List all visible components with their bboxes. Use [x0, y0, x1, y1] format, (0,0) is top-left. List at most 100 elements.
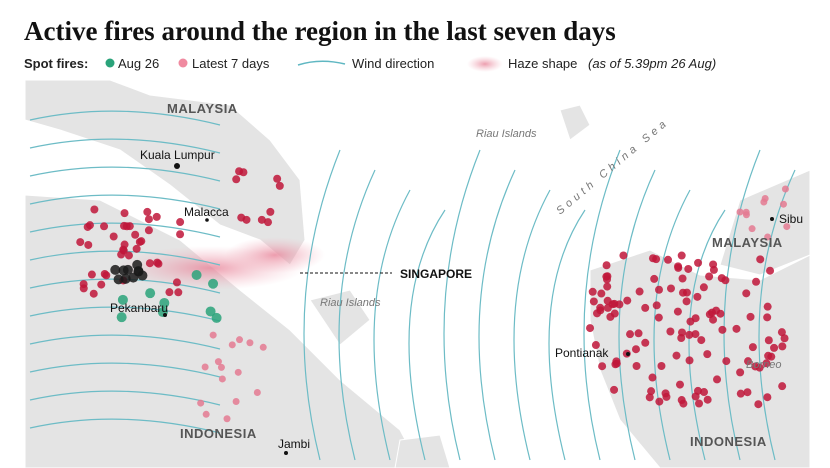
- fire-dot: [754, 400, 763, 409]
- fire-dot: [235, 167, 244, 176]
- fire-dot: [699, 283, 708, 292]
- fire-dot: [120, 240, 129, 249]
- haze: [225, 237, 325, 273]
- place-label: MALAYSIA: [712, 235, 783, 250]
- fire-dot: [693, 292, 702, 301]
- fire-dot: [686, 317, 695, 326]
- fire-dot: [763, 313, 772, 322]
- legend-item: Wind direction: [352, 56, 434, 71]
- fire-dot: [209, 331, 217, 339]
- fire-dot: [677, 251, 686, 260]
- fire-dot: [691, 392, 700, 401]
- wind-arrow: [513, 189, 551, 461]
- fire-dot: [118, 265, 129, 276]
- legend-item: Aug 26: [118, 56, 159, 71]
- wind-arrow: [688, 209, 726, 461]
- fire-dot: [709, 315, 718, 324]
- fire-dot: [648, 373, 657, 382]
- fire-dot: [217, 363, 225, 371]
- fire-dot: [752, 277, 761, 286]
- place-label: Riau Islands: [476, 128, 537, 140]
- fire-dot: [764, 351, 773, 360]
- fire-dot: [766, 266, 775, 275]
- fire-dot: [133, 266, 144, 277]
- place-label: Pekanbaru: [110, 301, 168, 315]
- fire-dot: [172, 278, 181, 287]
- fire-dot: [742, 289, 751, 298]
- fire-dot: [732, 324, 741, 333]
- fire-dot: [159, 297, 170, 308]
- fire-dot: [152, 212, 161, 221]
- wind-arrow: [29, 138, 221, 154]
- fire-dot: [655, 285, 664, 294]
- fire-dot: [746, 312, 755, 321]
- fire-dot: [232, 397, 240, 405]
- fire-dot: [176, 230, 185, 239]
- wind-arrow: [29, 362, 221, 378]
- fire-dot: [678, 328, 687, 337]
- fire-dot: [598, 362, 607, 371]
- fire-dot: [264, 218, 273, 227]
- fire-dot: [205, 306, 216, 317]
- fire-dot: [763, 302, 772, 311]
- fire-dot: [756, 255, 765, 264]
- fire-dot: [122, 222, 131, 231]
- fire-dot: [713, 375, 722, 384]
- fire-dot: [762, 359, 771, 368]
- fire-dot: [654, 313, 663, 322]
- fire-dot: [110, 264, 121, 275]
- fire-dot: [718, 325, 727, 334]
- fire-dot: [218, 375, 226, 383]
- wind-arrow: [303, 149, 341, 461]
- legend: Spot fires: Aug 26 Latest 7 days Wind di…: [24, 56, 716, 72]
- place-dot: [174, 163, 180, 169]
- fire-dot: [634, 329, 643, 338]
- fire-dot: [176, 218, 185, 227]
- fire-dot: [678, 274, 687, 283]
- place-label: INDONESIA: [180, 426, 257, 441]
- fire-dot: [612, 357, 621, 366]
- fire-dot: [117, 294, 128, 305]
- fire-dot: [691, 330, 700, 339]
- fire-dot: [779, 200, 787, 208]
- fire-dot: [635, 287, 644, 296]
- fire-dot: [655, 397, 664, 406]
- fire-dot: [742, 208, 750, 216]
- place-label: Kuala Lumpur: [140, 148, 215, 162]
- fire-dot: [664, 255, 673, 264]
- fire-dot: [586, 324, 595, 333]
- fire-dot: [144, 215, 153, 224]
- fire-dot: [131, 230, 140, 239]
- fire-dot: [705, 272, 714, 281]
- fire-dot: [777, 328, 786, 337]
- fire-dot: [273, 174, 282, 183]
- fire-dot: [781, 185, 789, 193]
- fire-dot: [234, 368, 242, 376]
- fire-dot: [763, 393, 772, 402]
- wind-arrow: [338, 169, 376, 461]
- fire-dot: [641, 338, 650, 347]
- place-label: Pontianak: [555, 346, 609, 360]
- fire-dot: [631, 345, 640, 354]
- fire-dot: [736, 368, 745, 377]
- place-label: Jambi: [278, 437, 310, 451]
- fires: [76, 167, 791, 423]
- fire-dot: [703, 395, 712, 404]
- fire-dot: [76, 238, 85, 247]
- fire-dot: [780, 334, 789, 343]
- wind-arrow: [583, 149, 621, 461]
- fire-dot: [153, 258, 162, 267]
- fire-dot: [120, 273, 131, 284]
- fire-dot: [84, 240, 93, 249]
- place-dot: [626, 352, 630, 356]
- fire-dot: [743, 388, 752, 397]
- legend-dot: [105, 58, 115, 68]
- fire-dot: [246, 339, 254, 347]
- fire-dot: [257, 215, 266, 224]
- fire-dot: [626, 330, 635, 339]
- legend-item: Haze shape: [508, 56, 577, 71]
- fire-dot: [143, 207, 152, 216]
- fire-dot: [666, 327, 675, 336]
- fire-dot: [694, 258, 703, 267]
